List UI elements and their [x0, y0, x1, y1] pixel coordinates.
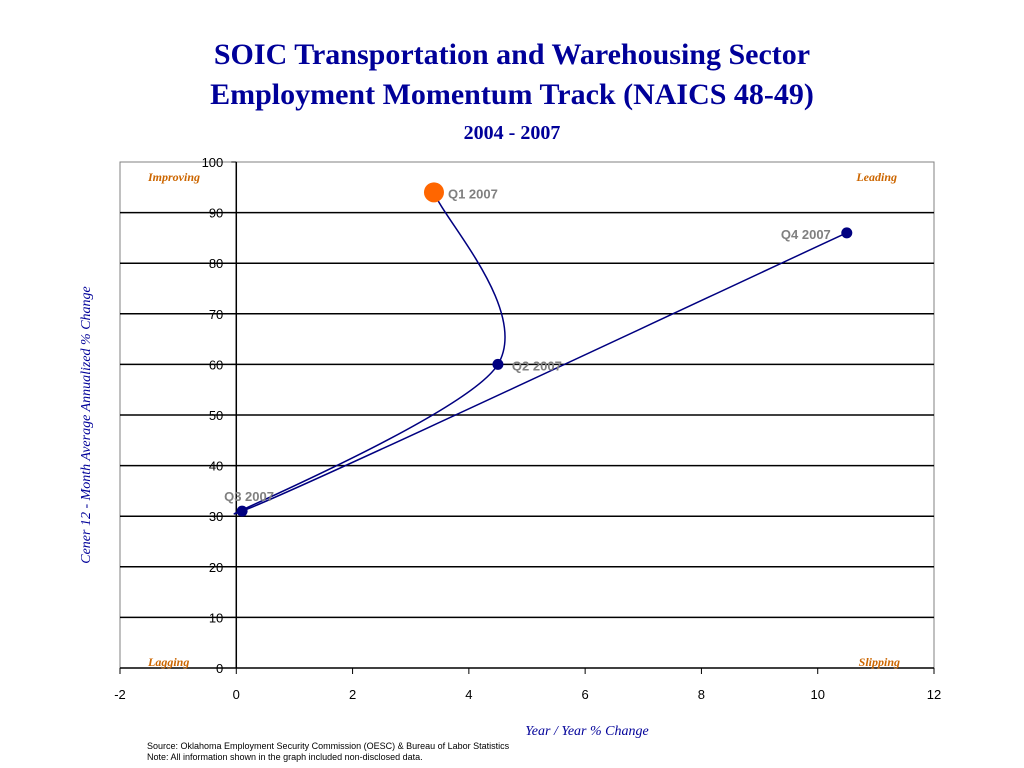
x-tick-label: 8: [698, 687, 705, 702]
x-axis-title: Year / Year % Change: [525, 724, 648, 739]
quadrant-label-improving: Improving: [147, 170, 200, 184]
x-tick-label: 12: [927, 687, 941, 702]
y-tick-label: 50: [209, 408, 223, 423]
y-tick-label: 20: [209, 560, 223, 575]
y-tick-label: 70: [209, 307, 223, 322]
x-tick-label: 4: [465, 687, 472, 702]
y-tick-label: 60: [209, 357, 223, 372]
data-point-label: Q4 2007: [781, 227, 831, 242]
source-note: Source: Oklahoma Employment Security Com…: [147, 741, 510, 751]
chart-title-line1: SOIC Transportation and Warehousing Sect…: [213, 38, 811, 71]
x-tick-label: 10: [810, 687, 824, 702]
data-point-marker: [492, 358, 504, 370]
y-tick-label: 40: [209, 459, 223, 474]
data-point-label: Q1 2007: [448, 186, 498, 201]
quadrant-label-lagging: Lagging: [147, 655, 189, 669]
disclosure-note: Note: All information shown in the graph…: [147, 752, 423, 762]
data-point-label: Q3 2007: [224, 489, 274, 504]
quadrant-label-slipping: Slipping: [859, 655, 900, 669]
y-tick-label: 80: [209, 256, 223, 271]
quadrant-label-leading: Leading: [855, 170, 897, 184]
x-tick-label: 0: [233, 687, 240, 702]
chart-subtitle: 2004 - 2007: [463, 122, 561, 144]
data-point-marker: [236, 505, 248, 517]
x-tick-label: 2: [349, 687, 356, 702]
series-line: [233, 192, 848, 515]
x-tick-label: -2: [114, 687, 126, 702]
chart-title-line2: Employment Momentum Track (NAICS 48-49): [210, 78, 814, 111]
data-point-marker: [423, 182, 444, 203]
y-tick-label: 10: [209, 610, 223, 625]
y-tick-label: 90: [209, 206, 223, 221]
x-tick-label: 6: [582, 687, 589, 702]
y-tick-label: 30: [209, 509, 223, 524]
data-point-label: Q2 2007: [512, 358, 562, 373]
data-point-marker: [841, 227, 853, 239]
y-tick-label: 100: [202, 155, 224, 170]
y-axis-title: Cener 12 - Month Average Annualized % Ch…: [79, 286, 94, 564]
